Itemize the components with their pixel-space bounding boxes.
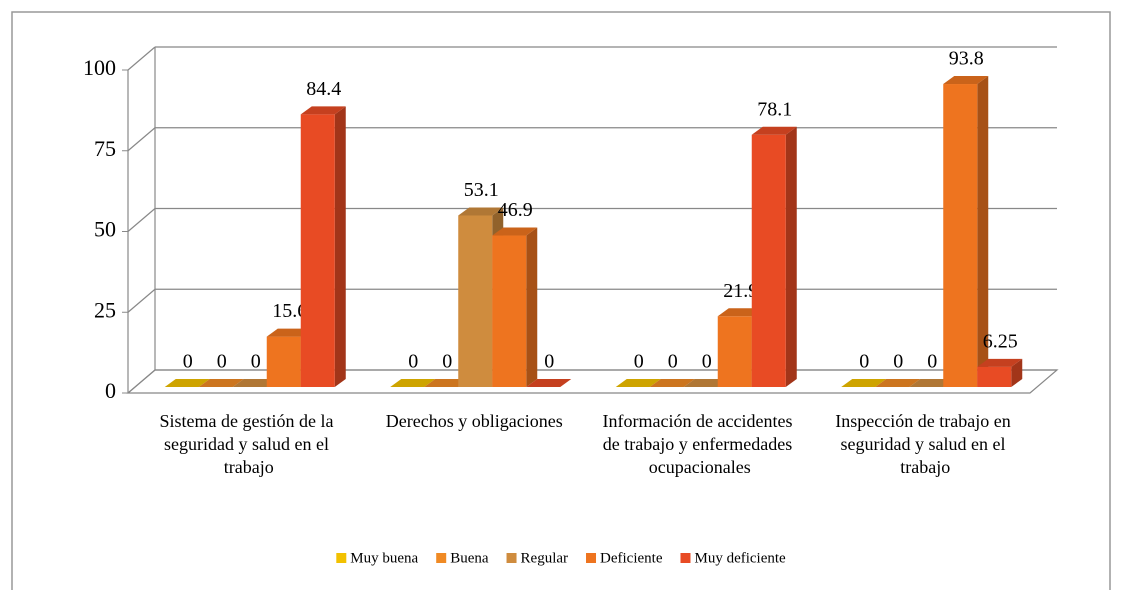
grid-line xyxy=(127,127,156,152)
legend-label: Muy buena xyxy=(350,550,418,566)
bar xyxy=(164,379,210,387)
bar-side xyxy=(1011,358,1023,387)
bar-top xyxy=(683,379,729,387)
legend-swatch xyxy=(680,553,691,563)
data-label: 0 xyxy=(544,351,554,373)
data-label: 0 xyxy=(217,351,227,373)
y-tick-label: 25 xyxy=(94,297,116,322)
legend-swatch xyxy=(506,553,517,563)
bar-top xyxy=(458,207,504,216)
data-label: 0 xyxy=(408,351,418,373)
data-label: 0 xyxy=(893,351,903,373)
bar-top xyxy=(909,379,955,387)
bar-front xyxy=(300,114,335,387)
y-tick-label: 75 xyxy=(94,136,116,161)
bar-side xyxy=(334,106,346,387)
bar-front xyxy=(266,336,301,387)
bar xyxy=(751,126,797,387)
data-label: 78.1 xyxy=(757,98,792,120)
bar xyxy=(232,379,278,387)
legend-label: Regular xyxy=(521,550,568,566)
bar-side xyxy=(785,126,797,387)
bar-front xyxy=(977,366,1012,387)
bar-top xyxy=(390,379,436,387)
bar xyxy=(977,358,1023,387)
data-label: 0 xyxy=(251,351,261,373)
x-tick-label: Derechos y obligaciones xyxy=(386,411,563,431)
data-label: 46.9 xyxy=(498,199,533,221)
bar-top xyxy=(841,379,887,387)
bar-front xyxy=(458,215,493,387)
bar-top xyxy=(649,379,695,387)
bar-front xyxy=(751,134,786,387)
data-label: 53.1 xyxy=(464,179,499,201)
bar-top xyxy=(492,227,538,236)
data-label: 6.25 xyxy=(983,330,1018,352)
legend: Muy buena Buena Regular Deficiente Muy defic… xyxy=(336,550,786,566)
data-label: 21.9 xyxy=(723,280,758,302)
grid-line xyxy=(127,369,156,394)
legend-swatch xyxy=(436,553,447,563)
bar-top xyxy=(300,106,346,115)
y-tick-label: 50 xyxy=(94,217,116,242)
data-label: 0 xyxy=(668,351,678,373)
y-tick-label: 100 xyxy=(83,55,116,80)
data-label: 84.4 xyxy=(306,78,341,100)
bar-side xyxy=(977,76,989,387)
bar xyxy=(943,76,989,387)
data-label: 0 xyxy=(859,351,869,373)
bar-front xyxy=(717,316,752,387)
y-tick-label: 0 xyxy=(105,378,116,403)
grid-line xyxy=(127,46,156,71)
bar xyxy=(649,379,695,387)
bar xyxy=(526,379,572,387)
grid-line xyxy=(127,288,156,313)
bar-side xyxy=(526,227,538,387)
bar xyxy=(615,379,661,387)
x-tick-label: Información de accidentes de trabajo y e… xyxy=(603,411,797,477)
bar xyxy=(909,379,955,387)
bar-top xyxy=(232,379,278,387)
bar xyxy=(492,227,538,387)
data-label: 0 xyxy=(442,351,452,373)
bar-top xyxy=(164,379,210,387)
bar xyxy=(424,379,470,387)
x-tick-label: Sistema de gestión de la seguridad y sal… xyxy=(160,411,338,477)
bar-top xyxy=(751,126,797,135)
legend-label: Muy deficiente xyxy=(694,550,786,566)
bar-top xyxy=(943,76,989,85)
bar-top xyxy=(875,379,921,387)
legend-label: Buena xyxy=(450,550,489,566)
bar-top xyxy=(526,379,572,387)
bar xyxy=(875,379,921,387)
legend-swatch xyxy=(586,553,597,563)
data-label: 0 xyxy=(634,351,644,373)
bar-top xyxy=(266,328,312,337)
bar xyxy=(198,379,244,387)
bar xyxy=(390,379,436,387)
bar-top xyxy=(615,379,661,387)
data-label: 0 xyxy=(183,351,193,373)
legend-swatch xyxy=(336,553,347,563)
bar xyxy=(300,106,346,387)
x-tick-label: Inspección de trabajo en seguridad y sal… xyxy=(835,411,1015,477)
data-label: 15.6 xyxy=(272,300,307,322)
grid-line xyxy=(127,208,156,232)
bar-top xyxy=(977,358,1023,367)
data-label: 93.8 xyxy=(949,48,984,70)
legend-label: Deficiente xyxy=(600,550,663,566)
bar-front xyxy=(492,235,527,387)
bar xyxy=(683,379,729,387)
bar-top xyxy=(198,379,244,387)
data-label: 0 xyxy=(702,351,712,373)
bar-top xyxy=(717,308,763,317)
bar-top xyxy=(424,379,470,387)
bar xyxy=(841,379,887,387)
data-label: 0 xyxy=(927,351,937,373)
bar-front xyxy=(943,84,978,387)
chart-frame xyxy=(11,11,1111,590)
